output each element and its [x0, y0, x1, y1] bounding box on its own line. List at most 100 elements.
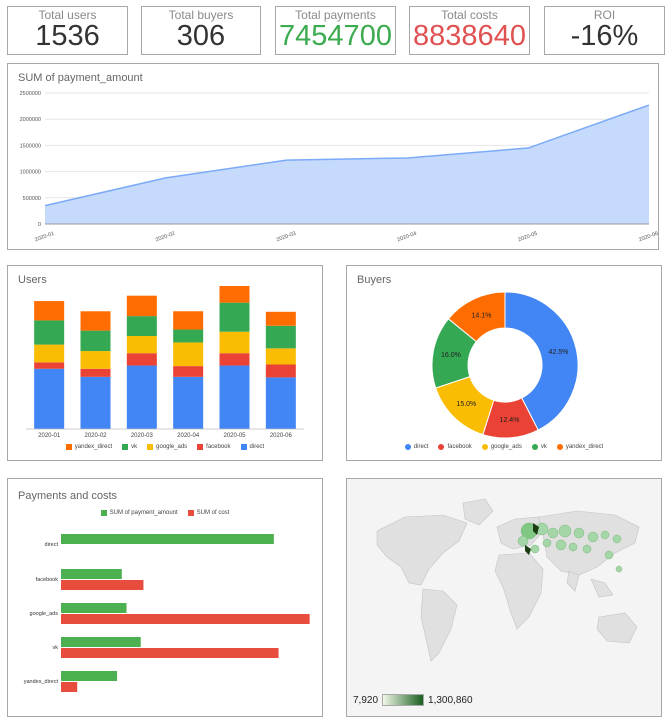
legend-label: vk	[131, 444, 138, 450]
legend-item: google_ads	[147, 444, 187, 450]
bar-google-ads	[173, 342, 204, 367]
legend-item: vk	[122, 444, 137, 450]
legend-swatch	[481, 444, 488, 450]
payments-costs-legend: SUM of payment_amount SUM of cost	[8, 510, 322, 516]
africa-shape	[494, 552, 544, 630]
x-tick-label: 2020-06	[638, 231, 658, 244]
bar-google-ads	[34, 344, 65, 363]
y-tick-label: 2000000	[20, 117, 41, 123]
x-tick-label: 2020-05	[223, 433, 246, 439]
bar-vk	[219, 302, 250, 332]
legend-label: facebook	[206, 444, 231, 450]
map-legend-gradient	[382, 694, 425, 706]
legend-swatch	[197, 444, 204, 450]
y-tick-label: vk	[53, 645, 59, 651]
map-legend-min: 7,920	[353, 694, 379, 706]
legend-item: direct	[404, 444, 428, 450]
kpi-label: Total costs	[441, 8, 498, 22]
legend-label: yandex_direct	[74, 444, 113, 450]
payment-area-chart: 0 500000 1000000 1500000 2000000 2500000 2020-…	[20, 91, 658, 244]
kpi-value: 306	[176, 20, 226, 52]
legend-item: facebook	[438, 444, 472, 450]
legend-swatch	[100, 510, 107, 516]
legend-label: google_ads	[490, 444, 522, 450]
x-tick-label: 2020-01	[34, 231, 55, 244]
legend-label: facebook	[447, 444, 472, 450]
kpi-total-buyers: Total buyers 306	[141, 6, 261, 55]
bar-google-ads	[126, 335, 157, 354]
kpi-label: ROI	[593, 8, 616, 22]
map-legend-max: 1,300,860	[428, 694, 473, 706]
slice-label: 15.0%	[456, 401, 476, 408]
payment-bar	[61, 534, 274, 544]
x-tick-label: 2020-03	[276, 231, 297, 244]
slice-label: 14.1%	[471, 312, 491, 319]
chart-title: Users	[18, 274, 47, 286]
legend-label: vk	[540, 444, 547, 450]
users-legend: yandex_direct vk google_ads facebook direct	[8, 444, 322, 450]
kpi-value: 1536	[35, 20, 100, 52]
y-tick-label: facebook	[36, 577, 59, 583]
legend-label: yandex_direct	[565, 444, 604, 450]
bar-facebook	[34, 362, 65, 369]
bar-facebook	[173, 366, 204, 377]
asia-shape	[538, 510, 640, 576]
bar-vk	[126, 316, 157, 336]
world-map	[376, 498, 640, 662]
legend-item: vk	[531, 444, 547, 450]
slice-yandex-direct	[447, 291, 506, 343]
buyers-donut-chart: 42.5% 12.4% 15.0% 16.0% 14.1%	[431, 291, 579, 439]
kpi-value: -16%	[570, 20, 639, 52]
legend-swatch	[404, 444, 411, 450]
slice-direct	[504, 291, 579, 431]
greenland-shape	[462, 498, 494, 526]
legend-item: yandex_direct	[556, 444, 604, 450]
bar-vk	[173, 329, 204, 343]
legend-item: google_ads	[481, 444, 522, 450]
kpi-label: Total buyers	[168, 8, 234, 22]
legend-label: SUM of payment_amount	[109, 510, 178, 516]
bar-google-ads	[80, 351, 111, 369]
kpi-roi: ROI -16%	[544, 6, 665, 55]
buyers-donut-panel: Buyers 42.5% 12.4% 15.0% 16.0% 14.1% direct f…	[346, 265, 662, 461]
legend-label: SUM of cost	[196, 510, 230, 516]
x-tick-label: 2020-03	[131, 433, 154, 439]
payment-line	[44, 104, 650, 207]
kpi-value: 8838640	[413, 20, 526, 52]
bar-vk	[34, 320, 65, 345]
payment-bar	[61, 671, 118, 681]
legend-swatch	[556, 444, 563, 450]
legend-label: google_ads	[156, 444, 188, 450]
bar-google-ads	[219, 331, 250, 354]
legend-item: direct	[240, 444, 265, 450]
south-america-shape	[420, 588, 458, 662]
kpi-total-payments: Total payments 7454700	[275, 6, 396, 55]
x-tick-label: 2020-04	[397, 231, 418, 244]
x-tick-label: 2020-04	[177, 433, 200, 439]
payment-bar	[61, 637, 141, 647]
kpi-label: Total payments	[295, 8, 376, 22]
x-tick-label: 2020-05	[517, 231, 538, 244]
bar-facebook	[265, 364, 296, 378]
map-color-legend: 7,920 1,300,860	[353, 694, 473, 706]
users-stacked-bar-chart: 2020-01 2020-02 2020-03 2020-04 2020-05 2020-…	[26, 286, 304, 439]
bar-direct	[34, 368, 65, 429]
cost-bar	[61, 580, 144, 590]
chart-title: SUM of payment_amount	[18, 72, 143, 84]
users-stacked-bar-panel: Users 2020-01 2020-02 2020-03 2020-04 2020-0…	[7, 265, 323, 461]
y-tick-label: 1500000	[20, 143, 41, 149]
y-tick-label: 0	[38, 222, 41, 228]
y-tick-label: 500000	[23, 196, 41, 202]
legend-label: direct	[249, 444, 265, 450]
bar-direct	[80, 376, 111, 429]
data-bubbles	[517, 522, 623, 573]
slice-label: 42.5%	[549, 349, 569, 356]
kpi-label: Total users	[38, 8, 97, 22]
legend-item: SUM of payment_amount	[100, 510, 178, 516]
cost-bar	[61, 614, 310, 624]
slice-label: 12.4%	[500, 417, 520, 424]
bar-yandex-direct	[173, 311, 204, 330]
bar-facebook	[126, 353, 157, 366]
legend-swatch	[438, 444, 445, 450]
x-tick-label: 2020-02	[84, 433, 107, 439]
